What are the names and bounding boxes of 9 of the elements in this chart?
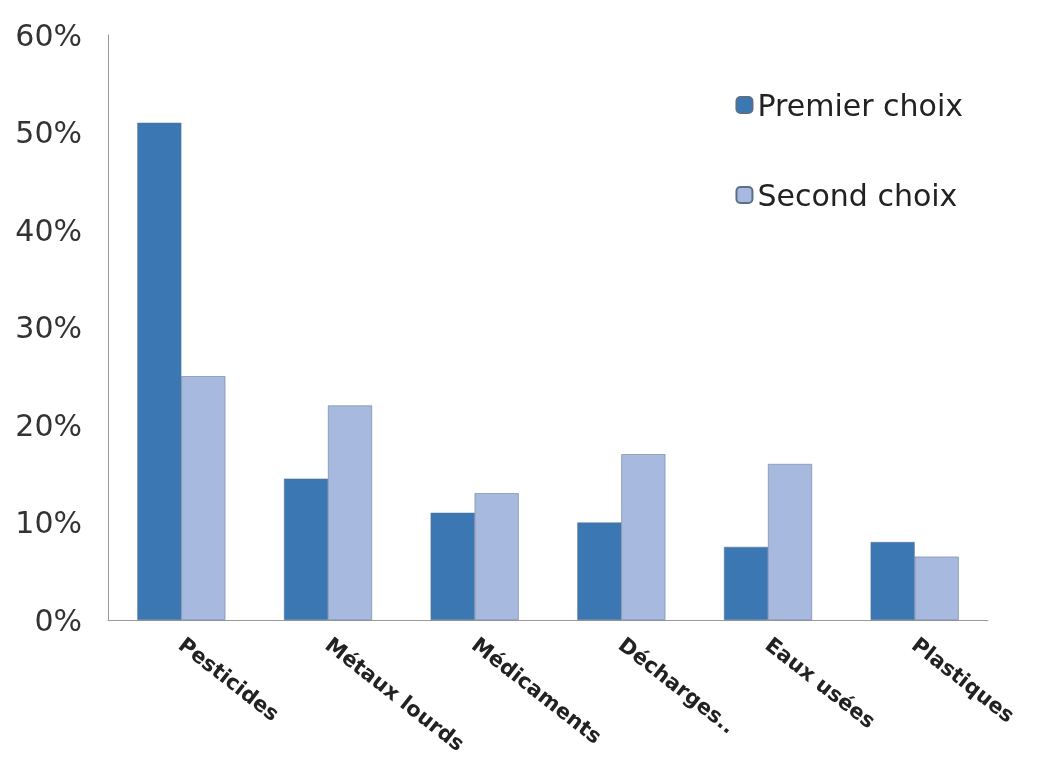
legend-label: Second choix xyxy=(757,177,958,213)
y-tick-label: 60% xyxy=(15,17,82,53)
y-tick-label: 30% xyxy=(15,310,82,345)
y-tick-label: 20% xyxy=(15,407,82,443)
y-tick-label: 0% xyxy=(34,602,82,638)
y-tick-label: 40% xyxy=(15,212,82,248)
legend-label: Premier choix xyxy=(757,87,964,123)
y-tick-label: 10% xyxy=(15,505,82,540)
y-tick-label: 50% xyxy=(15,115,82,150)
